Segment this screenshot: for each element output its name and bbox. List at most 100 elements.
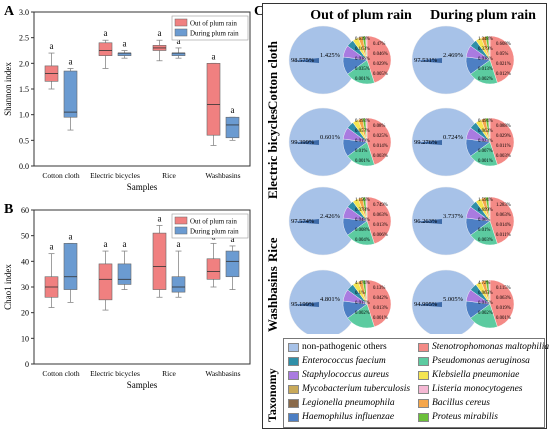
taxonomy-item: Pseudomonas aeruginosa (418, 356, 530, 366)
significance-letter: a (69, 231, 73, 241)
pie-slice-label: 0.699% (478, 208, 493, 213)
pie-slice-label: 0.013% (373, 223, 388, 228)
significance-letter: a (104, 239, 108, 249)
taxonomy-swatch (418, 412, 429, 422)
pie-slice-label: 4.72% (478, 281, 490, 286)
significance-letter: a (123, 239, 127, 249)
x-tick-label: Electric bicycles (90, 171, 140, 180)
pie-grid: 98.575%1.425%0.639%0.47%0.163%0.046%0.03… (288, 25, 515, 334)
y-tick-label: 20 (21, 309, 29, 318)
pie-2-1: 96.263% 3.737% 1.594%1.283%0.699%0.063% 0.0… (411, 186, 515, 256)
y-tick-label: 2.5 (19, 34, 29, 43)
zoom-slice (488, 196, 491, 222)
pie-slice-label: 0.035% (478, 301, 493, 306)
pie-slice-label: 0.011% (496, 233, 511, 238)
box (206, 63, 221, 136)
x-tick-label: Electric bicycles (90, 369, 140, 378)
taxonomy-item: Haemophilus influenzae (288, 412, 394, 422)
taxonomy-item: Enterococcus faecium (288, 356, 386, 366)
box (171, 276, 186, 293)
pie-major-label: 95.199% (291, 301, 315, 308)
y-tick-label: 2.0 (19, 59, 29, 68)
pie-slice-label: 0.011% (496, 144, 511, 149)
taxonomy-swatch (288, 342, 299, 352)
pie-slice-label: 0.05% (496, 52, 508, 57)
zoom-slice (365, 35, 368, 61)
box (206, 258, 221, 280)
zoom-slice (366, 117, 392, 166)
pie-slice-label: 0.029% (496, 134, 511, 139)
pie-major-label: 96.263% (414, 218, 438, 225)
pie-slice-label: 0.115% (496, 286, 511, 291)
pie-slice-label: 0.006% (373, 233, 388, 238)
pie-slice-label: 0.021% (496, 62, 511, 67)
pie-slice-label: 0.06% (478, 218, 490, 223)
pie-explode-label: 4.801% (320, 296, 341, 303)
taxonomy-title: Taxonomy (265, 368, 279, 422)
box (225, 116, 240, 139)
taxonomy-swatch (288, 398, 299, 408)
pie-slice-label: 0.001% (355, 77, 370, 82)
box (98, 42, 113, 56)
pie-slice-label: 0.002% (478, 77, 493, 82)
x-tick-label: Washbasins (205, 171, 240, 180)
pie-slice-label: 0.378% (355, 208, 370, 213)
taxonomy-label: non-pathogenic others (302, 342, 387, 352)
y-tick-label: 0.0 (19, 162, 29, 171)
taxonomy-swatch (418, 384, 429, 394)
pie-explode-label: 1.425% (320, 52, 341, 59)
pie-explode-label: 5.005% (443, 296, 464, 303)
taxonomy-label: Stenotrophomonas maltophilia (432, 342, 550, 352)
pie-slice-label: 1.348% (478, 37, 493, 42)
pie-slice-label: 0.062% (478, 129, 493, 134)
pie-slice-label: 0.47% (373, 42, 385, 47)
pie-1-0: 99.399%0.601%0.393%0.08%0.057%0.025%0.01… (288, 107, 392, 177)
y-tick-label: 1.5 (19, 85, 29, 94)
x-axis-label: Samples (127, 380, 158, 390)
pie-slice-label: 0.013% (373, 306, 388, 311)
taxonomy-swatch (418, 398, 429, 408)
significance-letter: a (104, 28, 108, 38)
y-tick-label: 30 (21, 283, 29, 292)
pie-slice-label: 0.023% (478, 139, 493, 144)
significance-letter: a (123, 39, 127, 49)
significance-letter: a (177, 239, 181, 249)
pie-explode-wedge (292, 140, 319, 145)
taxonomy-item: Proteus mirabilis (418, 412, 498, 422)
pie-slice-label: 0.036% (478, 57, 493, 62)
pie-1-1: 99.276%0.724%0.494%0.088%0.062%0.029%0.0… (411, 107, 515, 177)
pie-slice-label: 0.749% (373, 203, 388, 208)
pie-slice-label: 0.063% (373, 213, 388, 218)
legend-label: During plum rain (190, 228, 239, 236)
panel-b: B 0 10 20 30 40 50 60 Chao1 index Samples Cotton … (0, 198, 260, 394)
box (117, 263, 132, 285)
pie-slice-label: 0.014% (496, 223, 511, 228)
legend-swatch (174, 226, 188, 235)
zoom-slice (366, 196, 392, 245)
pie-slice-label: 0.01% (355, 149, 367, 154)
significance-letter: a (177, 36, 181, 46)
zoom-slice (488, 117, 491, 143)
x-tick-label: Rice (162, 369, 176, 378)
pie-slice-label: 0.057% (355, 129, 370, 134)
pie-slice-label: 0.014% (373, 144, 388, 149)
zoom-slice (489, 35, 515, 84)
pie-slice-label: 0.005% (373, 72, 388, 77)
pie-slice-label: 0.013% (478, 67, 493, 72)
pie-slice-label: 0.019% (496, 306, 511, 311)
panel-a-letter: A (4, 4, 15, 19)
taxonomy-label: Pseudomonas aeruginosa (432, 356, 530, 366)
box (98, 263, 113, 301)
pie-slice-label: 0.029% (373, 62, 388, 67)
pie-explode-wedge (415, 140, 442, 145)
pie-slice-label: 0.007% (478, 149, 493, 154)
pie-slice-label: 0.004% (355, 238, 370, 243)
y-tick-label: 60 (21, 206, 29, 215)
taxonomy-swatch (288, 412, 299, 422)
pie-slice-label: 0.019% (355, 139, 370, 144)
legend-swatch (174, 18, 188, 27)
taxonomy-label: Klebsiella pneumoniae (432, 370, 520, 380)
y-tick-label: 10 (21, 334, 29, 343)
pie-slice-label: 0.001% (355, 159, 370, 164)
box (152, 232, 167, 290)
